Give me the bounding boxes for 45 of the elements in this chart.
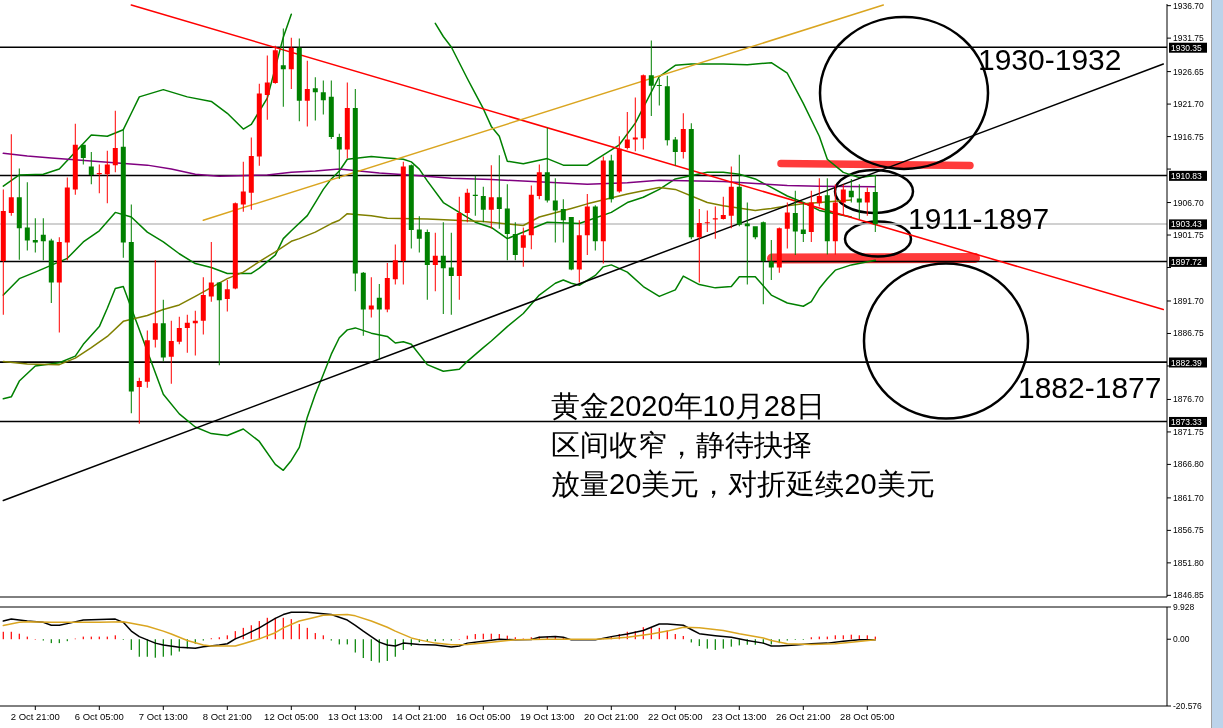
y-tick-label: 1906.70 (1173, 197, 1204, 208)
y-tick-label: 1861.70 (1173, 492, 1204, 503)
y-tick-label: -20.576 (1173, 701, 1203, 711)
annotation: 1911-1897 (908, 202, 1050, 235)
y-tick-label: 1931.75 (1173, 33, 1204, 44)
y-tick-label: 1926.65 (1173, 66, 1204, 77)
annotation: 1882-1877 (1018, 371, 1162, 404)
x-tick-label: 19 Oct 13:00 (520, 710, 575, 722)
x-tick-label: 22 Oct 05:00 (648, 710, 703, 722)
ref-line-label: 1930.35 (1171, 42, 1202, 53)
y-tick-label: 1866.80 (1173, 459, 1204, 470)
x-tick-label: 28 Oct 05:00 (840, 710, 895, 722)
y-tick-label: 1856.75 (1173, 525, 1204, 536)
annotation: 区间收窄，静待抉择 (551, 429, 812, 461)
annotation: 1930-1932 (978, 43, 1122, 76)
y-tick-label: 1871.75 (1173, 426, 1204, 437)
annotation: 黄金2020年10月28日 (551, 390, 826, 422)
x-tick-label: 12 Oct 05:00 (264, 710, 319, 722)
x-tick-label: 2 Oct 21:00 (10, 710, 60, 722)
y-tick-label: 1876.70 (1173, 394, 1204, 405)
annotation: 放量20美元，对折延续20美元 (551, 468, 935, 500)
y-tick-label: 1886.75 (1173, 328, 1204, 339)
x-tick-label: 14 Oct 21:00 (392, 710, 447, 722)
ref-line-label: 1897.72 (1171, 256, 1202, 267)
y-tick-label: 1936.70 (1173, 0, 1204, 11)
ref-line-label: 1873.33 (1171, 416, 1202, 427)
ref-line-label: 1903.43 (1171, 219, 1202, 230)
y-tick-label: 1901.75 (1173, 230, 1204, 241)
x-tick-label: 23 Oct 13:00 (712, 710, 767, 722)
x-tick-label: 13 Oct 13:00 (328, 710, 383, 722)
x-tick-label: 20 Oct 21:00 (584, 710, 639, 722)
y-tick-label: 1891.70 (1173, 295, 1204, 306)
x-tick-label: 16 Oct 05:00 (456, 710, 511, 722)
ref-line-label: 1910.83 (1171, 170, 1202, 181)
y-tick-label: 1851.80 (1173, 557, 1204, 568)
x-tick-label: 6 Oct 05:00 (74, 710, 124, 722)
x-tick-label: 8 Oct 21:00 (202, 710, 252, 722)
y-tick-label: 1921.70 (1173, 99, 1204, 110)
y-tick-label: 9.928 (1173, 602, 1195, 612)
y-tick-label: 1916.75 (1173, 131, 1204, 142)
x-tick-label: 7 Oct 13:00 (138, 710, 188, 722)
x-tick-label: 26 Oct 21:00 (776, 710, 831, 722)
y-tick-label: 0.00 (1173, 634, 1190, 645)
ref-line-label: 1882.39 (1171, 357, 1202, 368)
y-tick-label: 1846.85 (1173, 590, 1204, 601)
